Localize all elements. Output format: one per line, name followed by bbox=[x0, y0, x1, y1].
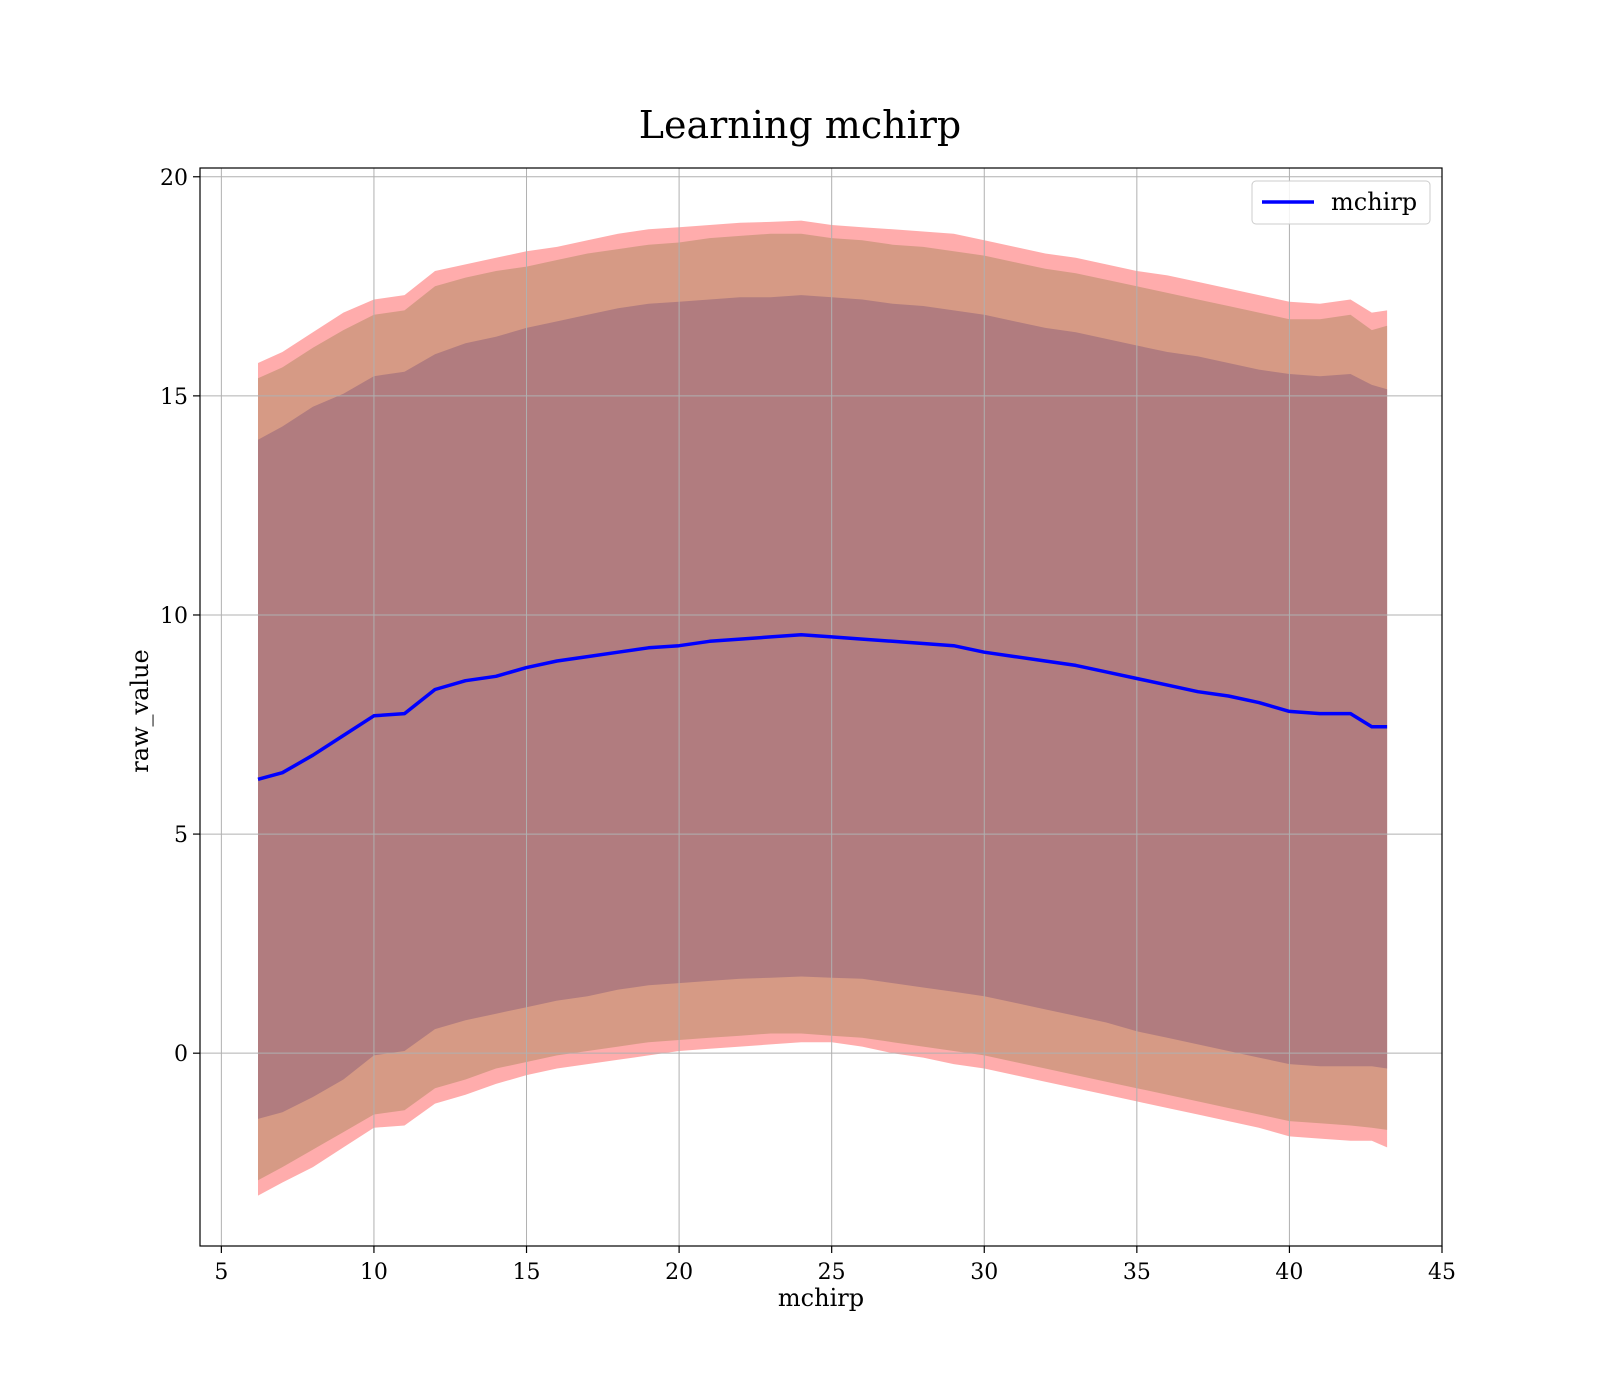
series-lines bbox=[257, 632, 1388, 781]
band-inner bbox=[258, 295, 1388, 1119]
y-axis-label: raw_value bbox=[126, 649, 154, 773]
x-ticks: 5 10 15 20 25 30 35 40 45 bbox=[214, 1246, 1456, 1285]
y-tick-label: 10 bbox=[160, 604, 188, 629]
x-tick-label: 40 bbox=[1275, 1260, 1303, 1285]
x-tick-label: 10 bbox=[360, 1260, 388, 1285]
y-tick-label: 15 bbox=[160, 385, 188, 410]
confidence-bands bbox=[258, 220, 1388, 1196]
x-tick-label: 45 bbox=[1428, 1260, 1456, 1285]
chart-title: Learning mchirp bbox=[639, 103, 961, 147]
legend: mchirp bbox=[1251, 180, 1431, 225]
legend-label: mchirp bbox=[1331, 188, 1417, 216]
y-tick-label: 20 bbox=[160, 166, 188, 191]
x-tick-label: 30 bbox=[970, 1260, 998, 1285]
x-tick-label: 5 bbox=[214, 1260, 228, 1285]
x-tick-label: 35 bbox=[1123, 1260, 1151, 1285]
x-tick-label: 25 bbox=[818, 1260, 846, 1285]
y-ticks: 0 5 10 15 20 bbox=[160, 166, 200, 1067]
plot-frame bbox=[199, 167, 1443, 1247]
y-tick-label: 0 bbox=[174, 1042, 188, 1067]
y-tick-label: 5 bbox=[174, 823, 188, 848]
x-axis-label: mchirp bbox=[778, 1284, 864, 1312]
x-tick-label: 15 bbox=[513, 1260, 541, 1285]
series-line-mchirp bbox=[257, 632, 1388, 781]
legend-box bbox=[1251, 180, 1431, 225]
x-tick-label: 20 bbox=[665, 1260, 693, 1285]
